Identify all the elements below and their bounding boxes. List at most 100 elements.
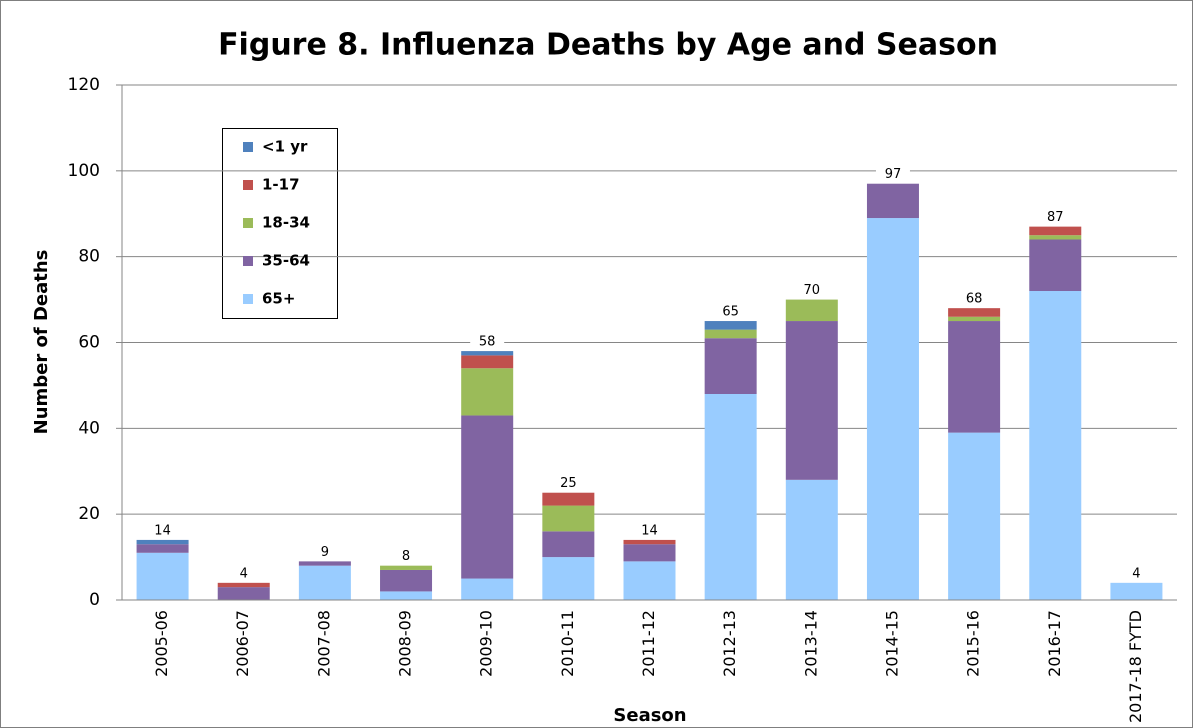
bar-segment	[380, 591, 433, 600]
bar-segment	[785, 479, 838, 600]
total-label-bg	[470, 334, 505, 351]
y-tick-label: 20	[78, 504, 100, 524]
total-label-bg	[632, 522, 667, 539]
legend-swatch	[243, 142, 253, 152]
legend	[222, 128, 338, 319]
bar-segment	[623, 561, 676, 600]
legend-label: 18-34	[262, 214, 310, 232]
bar-segment	[1029, 235, 1082, 240]
x-axis-label: Season	[613, 705, 686, 726]
total-label-bg	[1038, 209, 1073, 226]
x-tick-label: 2007-08	[314, 610, 333, 677]
bar-segment	[948, 316, 1001, 322]
total-label-bg	[713, 304, 748, 321]
total-label-bg	[226, 565, 261, 582]
x-tick-label: 2012-13	[720, 610, 739, 677]
legend-label: 65+	[262, 290, 295, 308]
x-tick-label: 2014-15	[882, 610, 901, 677]
total-label: 65	[722, 305, 739, 320]
y-tick-label: 120	[68, 75, 100, 95]
bar-segment	[866, 218, 919, 600]
bar-segment	[217, 587, 270, 600]
x-tick-label: 2006-07	[233, 610, 252, 677]
legend-swatch	[243, 180, 253, 190]
bar-segment	[785, 321, 838, 480]
x-tick-label: 2017-18 FYTD	[1126, 610, 1145, 723]
bar-segment	[704, 394, 757, 600]
total-label: 8	[402, 549, 410, 564]
total-label: 87	[1047, 210, 1064, 225]
bar-segment	[298, 565, 351, 600]
total-label-bg	[145, 522, 180, 539]
bar-segment	[461, 415, 514, 579]
bar-segment	[136, 544, 189, 553]
bar-segment	[623, 544, 676, 562]
total-label: 70	[804, 283, 821, 298]
bar-segment	[623, 539, 676, 545]
y-tick-label: 80	[78, 247, 100, 267]
bar-segment	[380, 565, 433, 570]
total-label: 9	[321, 545, 329, 560]
total-label: 25	[560, 476, 577, 491]
y-tick-label: 100	[68, 161, 100, 181]
legend-swatch	[243, 256, 253, 266]
bar-segment	[704, 338, 757, 394]
bar-segment	[704, 321, 757, 330]
bar-segment	[542, 492, 595, 506]
x-tick-label: 2015-16	[964, 610, 983, 677]
bar-segment	[866, 183, 919, 219]
bar-segment	[542, 531, 595, 558]
bar-segment	[461, 578, 514, 600]
legend-swatch	[243, 294, 253, 304]
bar-segment	[542, 505, 595, 532]
total-label: 97	[885, 167, 902, 182]
total-label-bg	[551, 475, 586, 492]
bar-segment	[461, 351, 514, 356]
x-tick-label: 2013-14	[801, 610, 820, 677]
y-axis-label: Number of Deaths	[31, 250, 52, 435]
bar-segment	[948, 432, 1001, 600]
bar-segment	[136, 552, 189, 600]
bar-segment	[136, 539, 189, 545]
bar-segment	[217, 582, 270, 588]
x-tick-label: 2008-09	[396, 610, 415, 677]
bar-segment	[948, 321, 1001, 433]
y-tick-label: 60	[78, 333, 100, 353]
total-label: 14	[154, 523, 171, 538]
x-tick-label: 2011-12	[639, 610, 658, 677]
x-tick-label: 2005-06	[152, 610, 171, 677]
total-label: 4	[1132, 566, 1140, 581]
legend-swatch	[243, 218, 253, 228]
chart-title: Figure 8. Influenza Deaths by Age and Se…	[218, 28, 998, 63]
total-label-bg	[1119, 565, 1154, 582]
bar-segment	[461, 368, 514, 416]
bar-segment	[785, 299, 838, 322]
bar-segment	[542, 557, 595, 600]
legend-label: <1 yr	[262, 138, 308, 156]
y-tick-label: 40	[78, 418, 100, 438]
total-label: 4	[240, 566, 248, 581]
bar-segment	[461, 355, 514, 369]
total-label-bg	[794, 282, 829, 299]
bar-segment	[704, 329, 757, 339]
bar-segment	[1029, 226, 1082, 236]
total-label: 14	[641, 523, 658, 538]
legend-label: 35-64	[262, 252, 310, 270]
bar-segment	[1110, 582, 1163, 600]
total-label: 58	[479, 335, 496, 350]
legend-label: 1-17	[262, 176, 300, 194]
x-tick-label: 2010-11	[558, 610, 577, 677]
y-tick-label: 0	[89, 590, 100, 610]
total-label-bg	[957, 291, 992, 308]
total-label: 68	[966, 292, 983, 307]
bar-segment	[298, 561, 351, 566]
x-tick-label: 2009-10	[477, 610, 496, 677]
bar-segment	[1029, 291, 1082, 600]
total-label-bg	[389, 548, 424, 565]
bar-segment	[1029, 239, 1082, 291]
x-tick-label: 2016-17	[1045, 610, 1064, 677]
total-label-bg	[875, 166, 910, 183]
bar-segment	[380, 569, 433, 592]
